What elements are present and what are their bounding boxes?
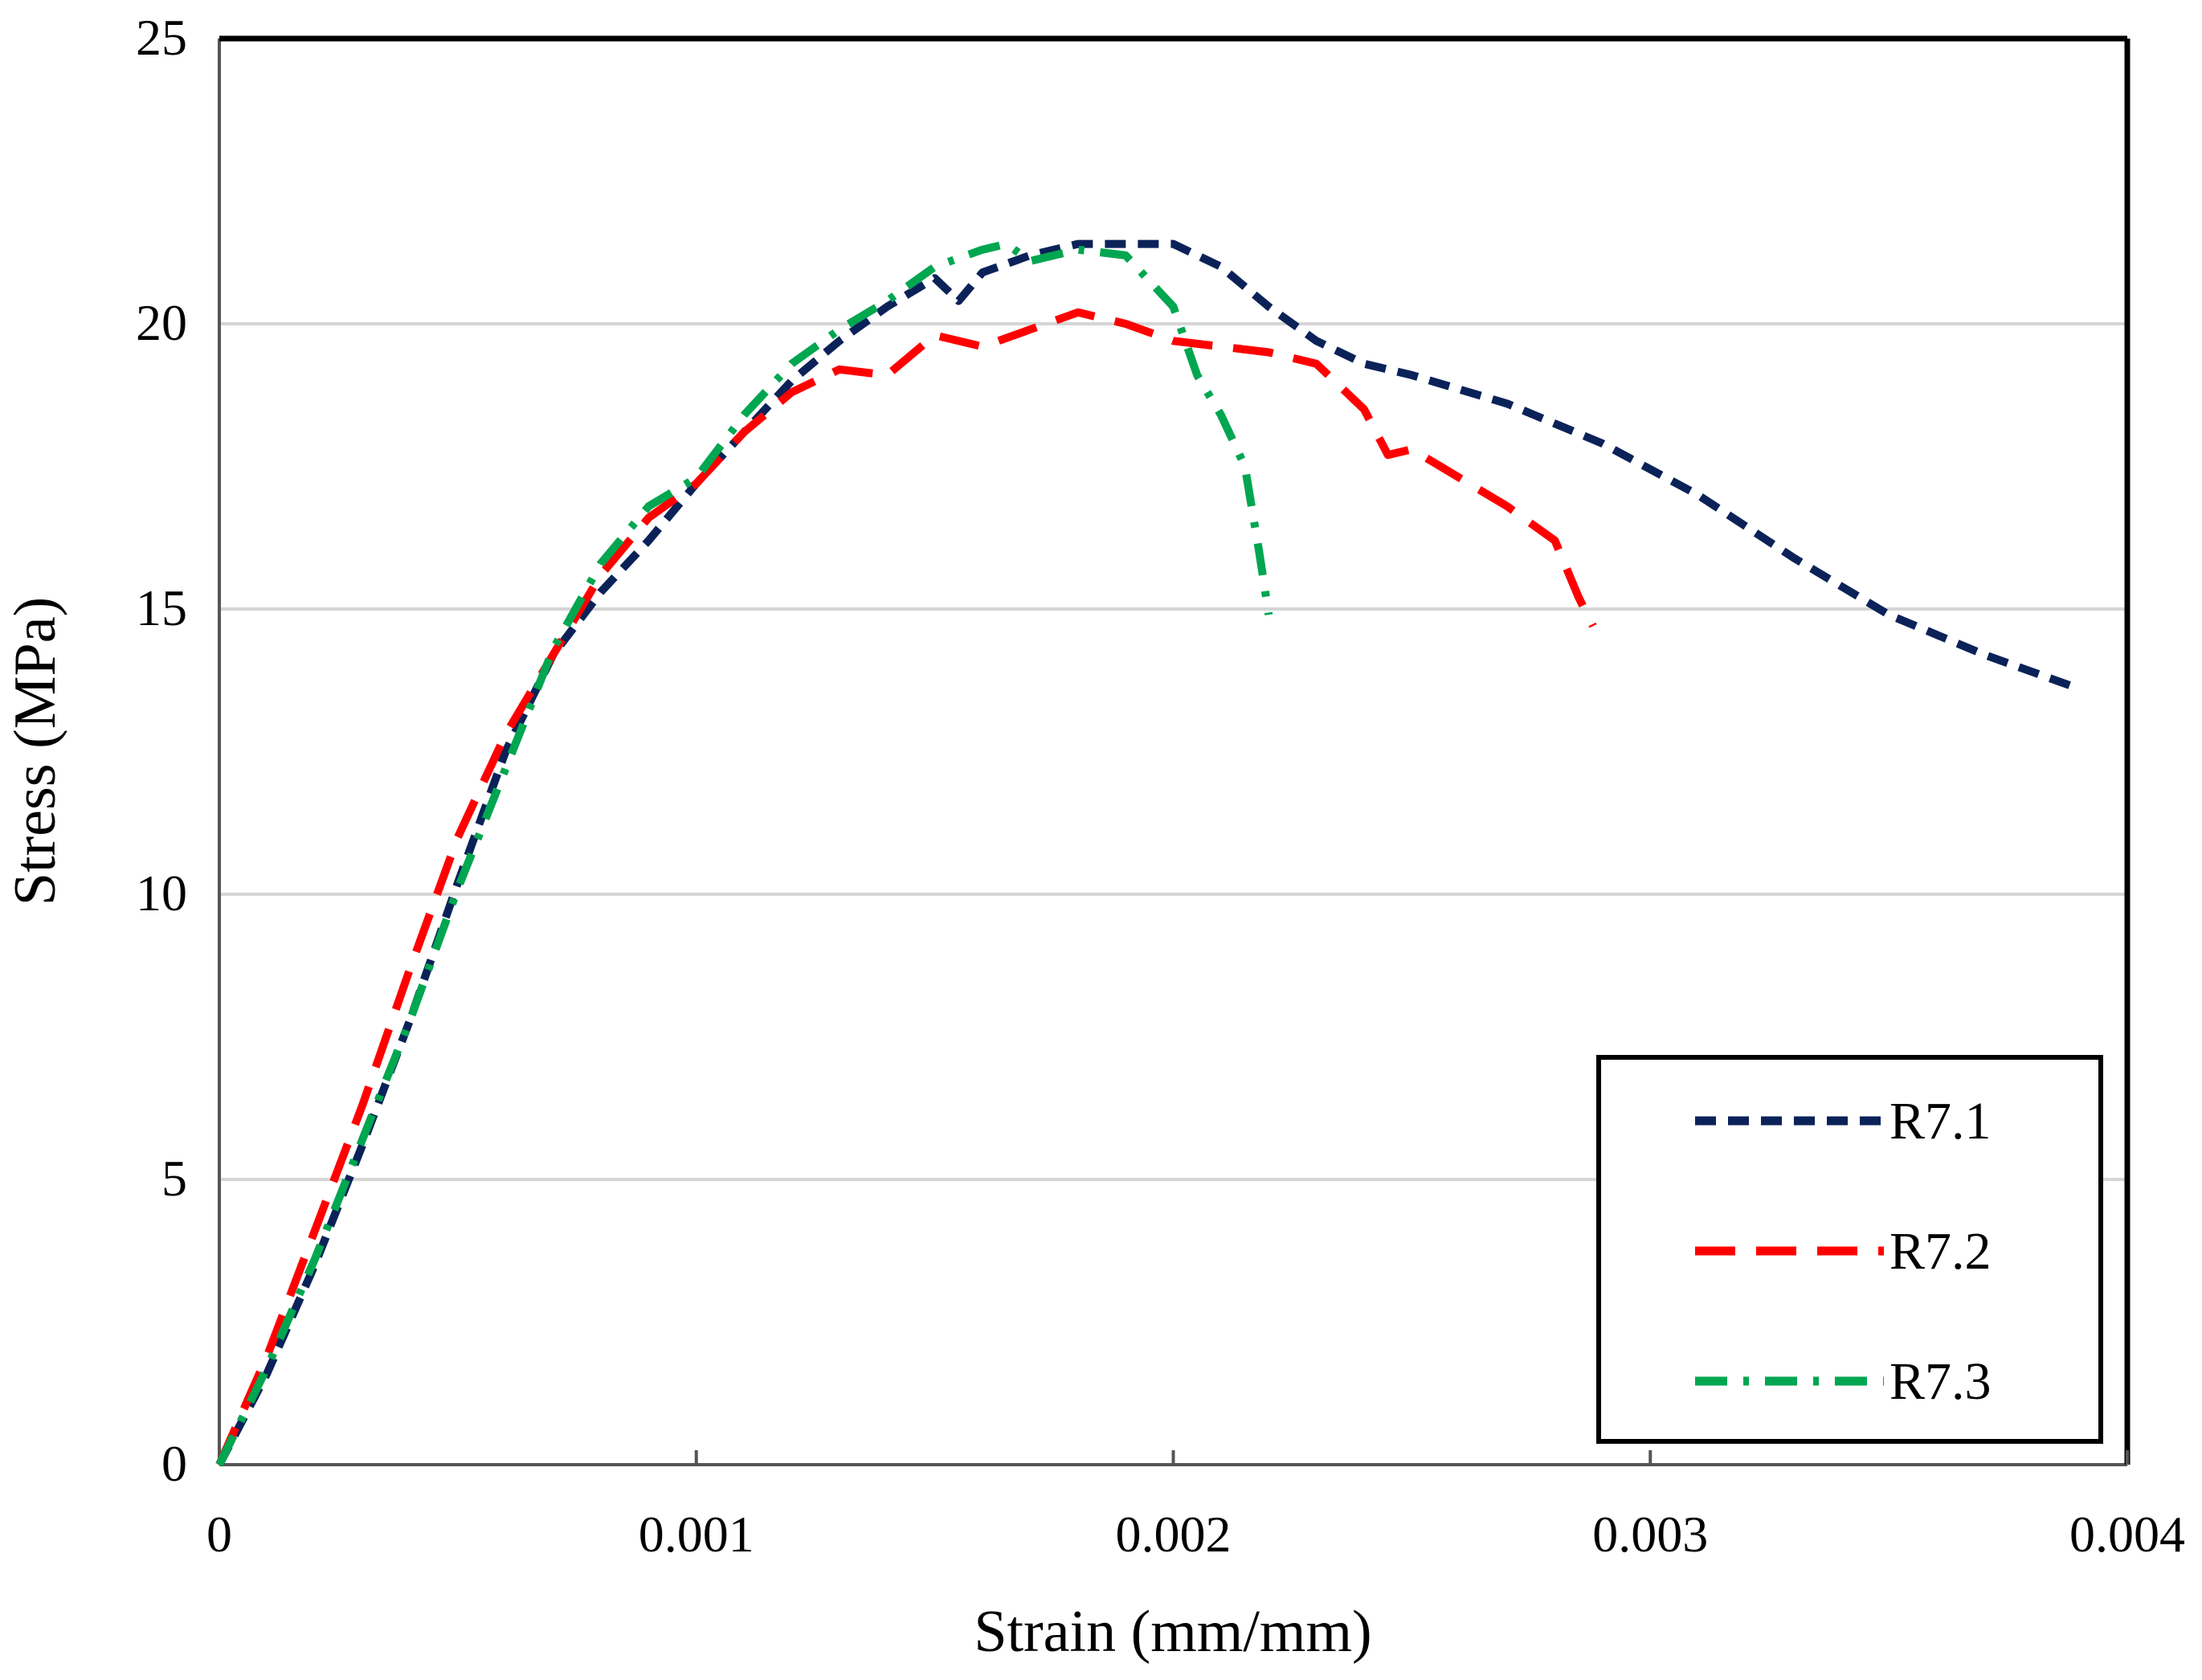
x-tick-label: 0.003 bbox=[1592, 1506, 1708, 1563]
x-tick-label: 0 bbox=[206, 1506, 232, 1563]
y-tick-label: 0 bbox=[161, 1435, 187, 1492]
x-tick-label: 0.002 bbox=[1116, 1506, 1232, 1563]
x-tick-label: 0.004 bbox=[2069, 1506, 2185, 1563]
y-tick-label: 25 bbox=[136, 9, 187, 66]
legend-label: R7.2 bbox=[1889, 1222, 1992, 1281]
x-axis-title: Strain (mm/mm) bbox=[974, 1599, 1371, 1665]
y-tick-label: 15 bbox=[136, 579, 187, 636]
series-line-R7-1 bbox=[215, 239, 2081, 1467]
x-tick-label: 0.001 bbox=[639, 1506, 754, 1563]
legend-entries: R7.1 R7.2 R7.3 bbox=[1695, 1092, 1992, 1411]
y-axis-title: Stress (MPa) bbox=[2, 597, 68, 905]
series-line-R7-3 bbox=[215, 239, 1273, 1467]
legend: R7.1 R7.2 R7.3 bbox=[1596, 1055, 2103, 1444]
legend-label: R7.3 bbox=[1889, 1352, 1992, 1411]
series-line-R7-2 bbox=[215, 308, 1597, 1467]
y-axis-ticks: 0 5 10 15 20 25 bbox=[136, 9, 187, 1492]
y-tick-label: 5 bbox=[161, 1150, 187, 1207]
x-axis-ticks: 0 0.001 0.002 0.003 0.004 bbox=[206, 1450, 2185, 1563]
legend-label: R7.1 bbox=[1889, 1092, 1992, 1151]
data-series bbox=[215, 239, 2081, 1467]
y-tick-label: 20 bbox=[136, 294, 187, 351]
y-tick-label: 10 bbox=[136, 865, 187, 922]
